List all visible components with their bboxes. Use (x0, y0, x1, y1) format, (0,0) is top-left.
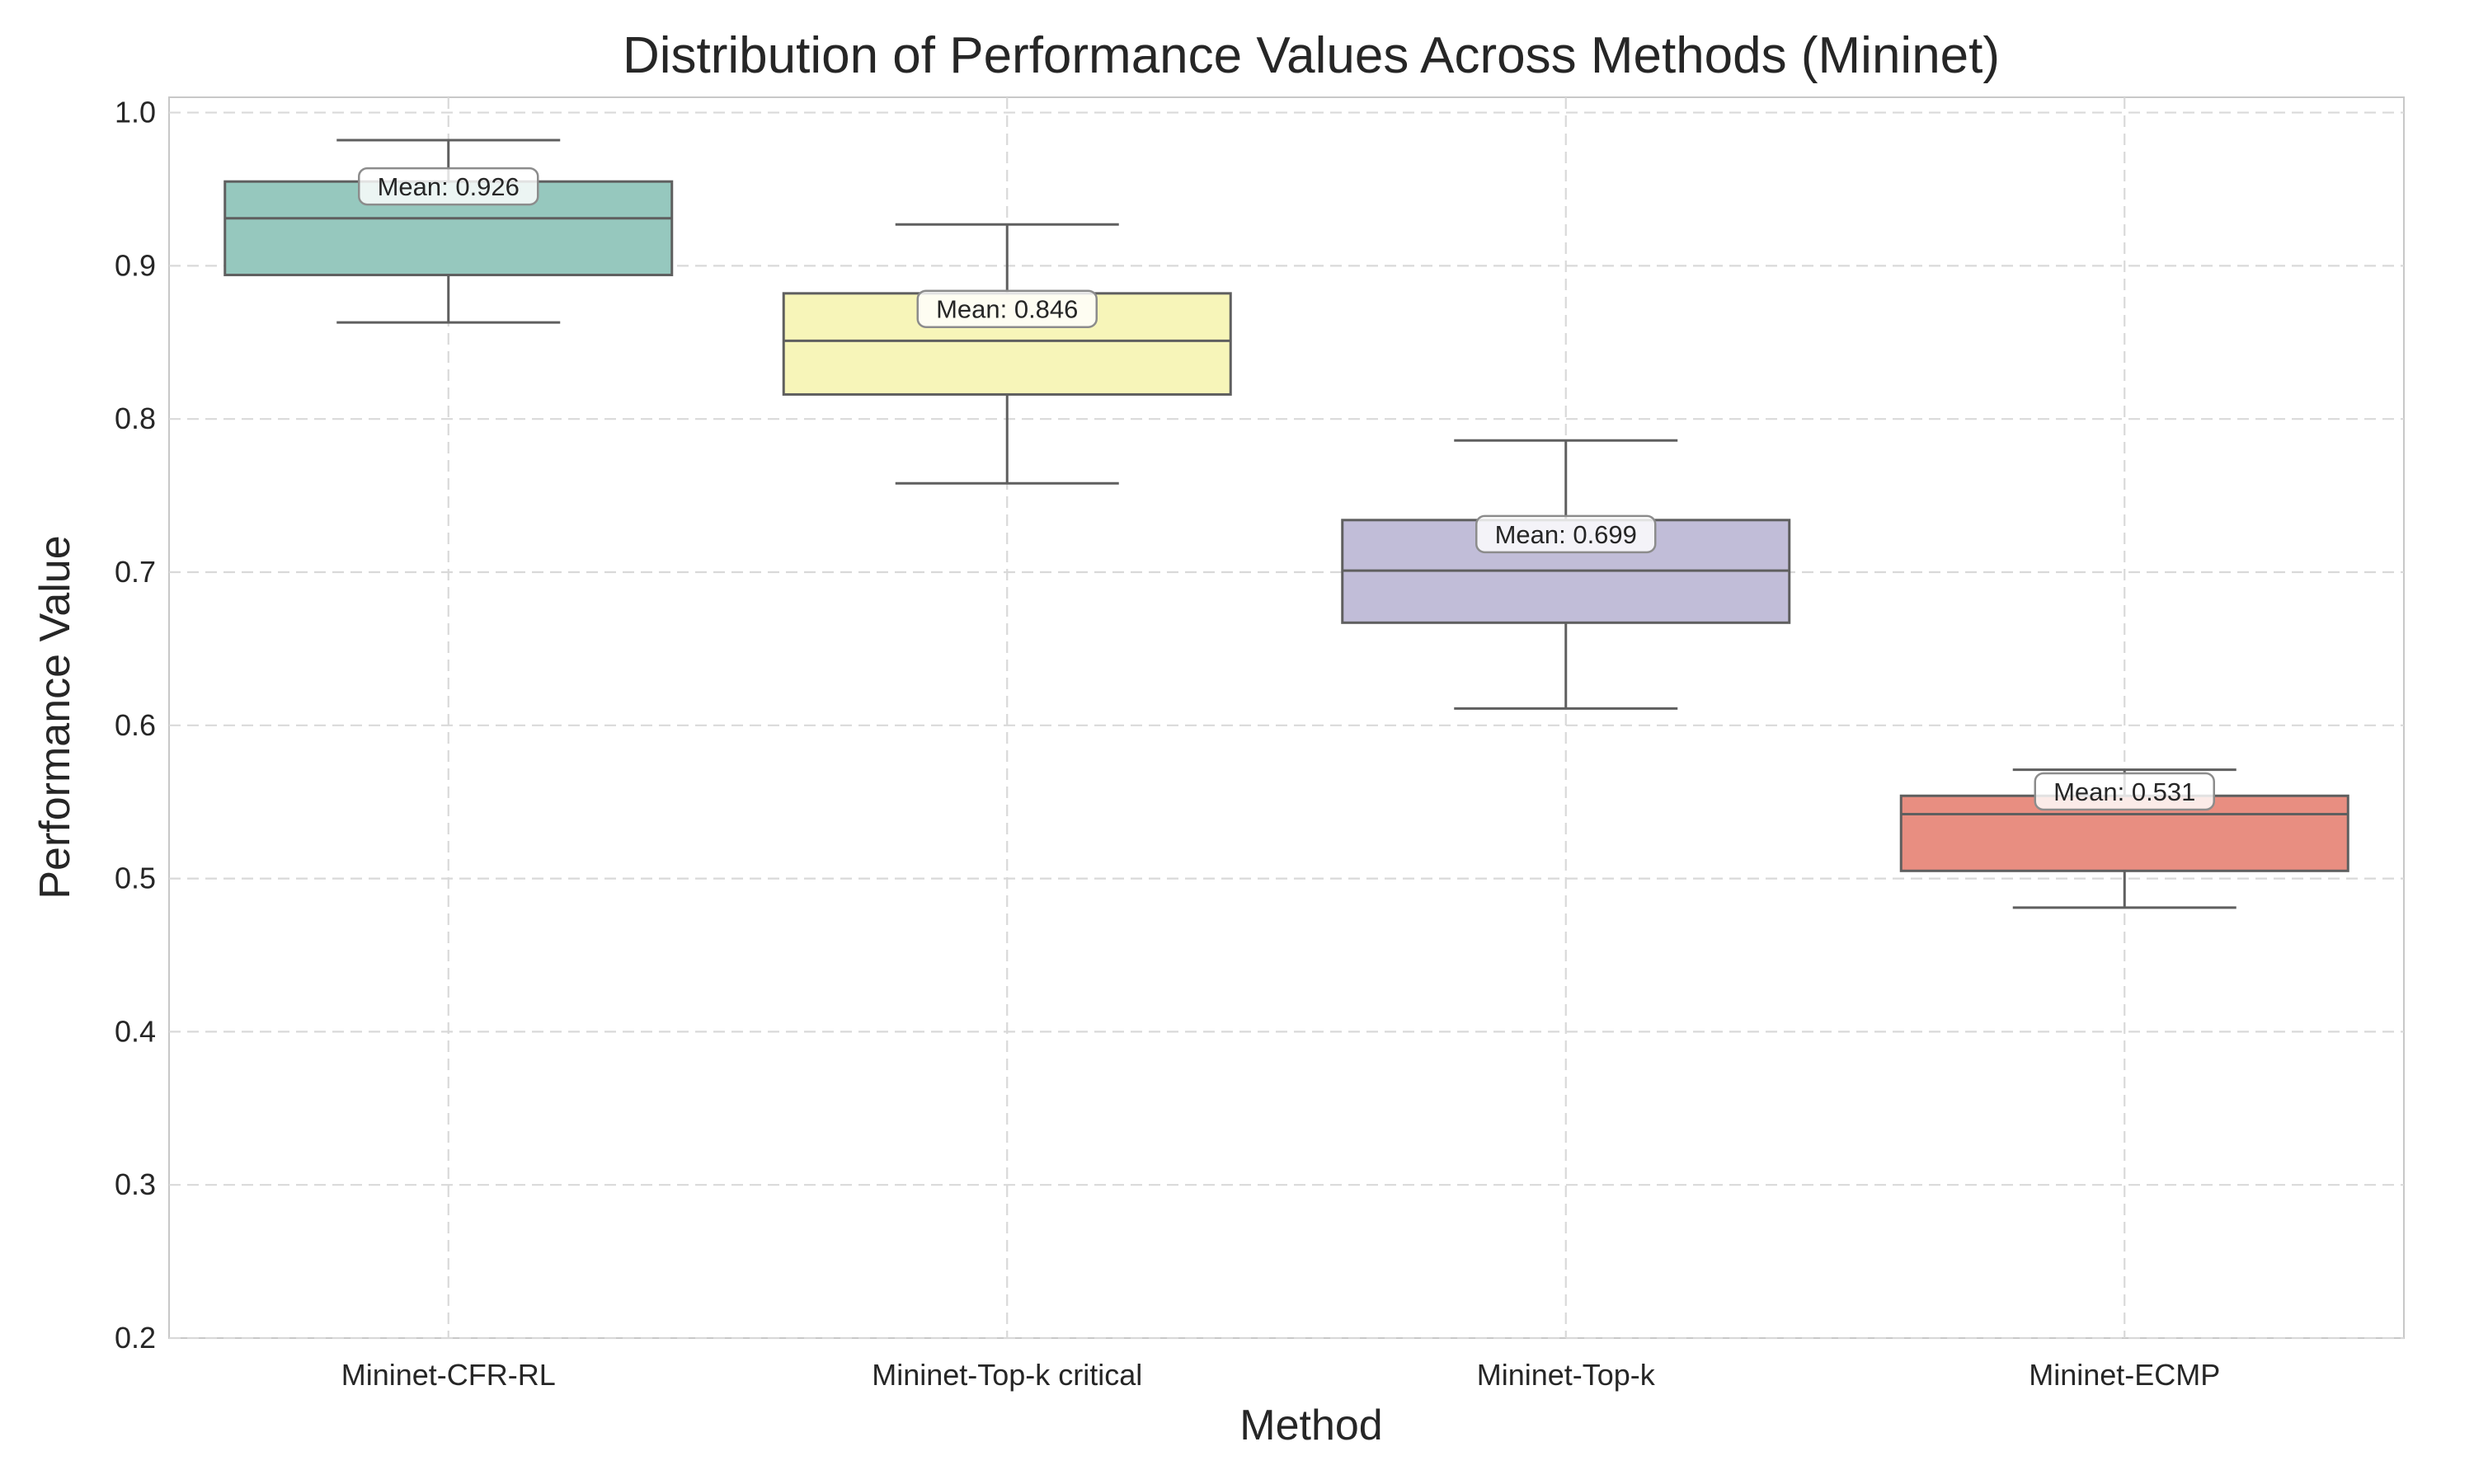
box-group: Mean: 0.699 (1341, 439, 1791, 710)
y-tick-label: 0.3 (115, 1167, 156, 1201)
mean-label-box (916, 289, 1098, 328)
x-tick-label: Mininet-CFR-RL (341, 1358, 556, 1392)
y-tick-label: 0.6 (115, 708, 156, 742)
y-axis-label: Performance Value (31, 535, 79, 899)
y-tick-label: 0.4 (115, 1014, 156, 1048)
y-tick-label: 0.9 (115, 248, 156, 282)
x-tick-label: Mininet-ECMP (2029, 1358, 2220, 1392)
mean-label-box (358, 167, 539, 206)
mean-label: Mean: 0.699 (1495, 520, 1637, 549)
chart-title: Distribution of Performance Values Acros… (623, 27, 2000, 84)
y-tick-label: 0.2 (115, 1321, 156, 1355)
y-tick-label: 1.0 (115, 96, 156, 129)
mean-label-box (2034, 772, 2215, 811)
box-group: Mean: 0.846 (782, 223, 1232, 485)
x-axis-ticks: Mininet-CFR-RL Mininet-Top-k critical Mini… (341, 1358, 2221, 1392)
x-tick-label: Mininet-Top-k (1477, 1358, 1656, 1392)
mean-label: Mean: 0.926 (378, 172, 520, 201)
x-axis-label: Method (1239, 1402, 1382, 1449)
x-tick-label: Mininet-Top-k critical (872, 1358, 1142, 1392)
boxes: Mean: 0.926 Mean: 0.846 Mean: 0.699 Mean: 0… (223, 139, 2349, 909)
y-tick-label: 0.5 (115, 862, 156, 895)
plot-area (168, 96, 2405, 1339)
y-tick-label: 0.8 (115, 402, 156, 435)
mean-label-box (1475, 514, 1657, 554)
mean-label: Mean: 0.531 (2053, 777, 2195, 806)
mean-label: Mean: 0.846 (936, 295, 1078, 324)
box-group: Mean: 0.926 (223, 139, 674, 324)
grid-lines (169, 97, 2404, 1340)
y-axis-ticks: 0.2 0.3 0.4 0.5 0.6 0.7 0.8 0.9 1.0 (115, 96, 156, 1355)
y-tick-label: 0.7 (115, 555, 156, 589)
box-group: Mean: 0.531 (1899, 768, 2349, 909)
